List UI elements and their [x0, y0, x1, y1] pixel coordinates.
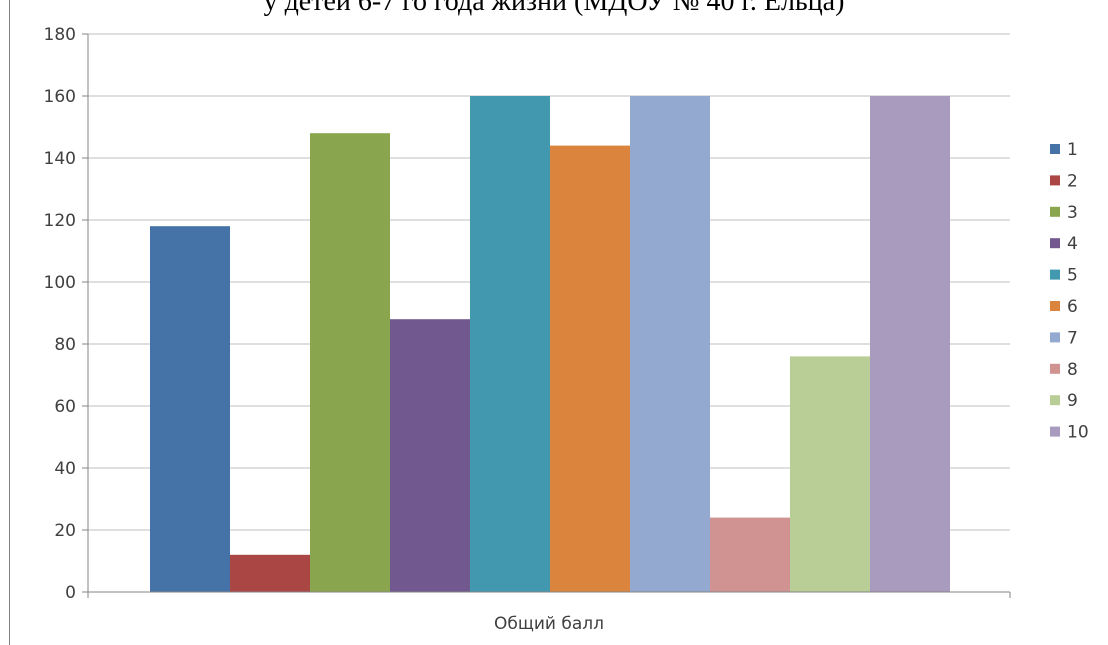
legend-swatch-2 [1050, 175, 1060, 186]
legend-swatch-5 [1050, 269, 1060, 280]
y-tick-label: 100 [44, 273, 76, 293]
y-tick-label: 40 [54, 459, 76, 479]
y-tick-label: 180 [44, 25, 76, 45]
bar-series-7 [630, 96, 710, 592]
legend-label-9: 9 [1067, 391, 1078, 411]
legend-swatch-3 [1050, 206, 1060, 217]
bar-series-1 [150, 226, 230, 592]
bar-series-3 [310, 133, 390, 592]
legend-label-10: 10 [1067, 423, 1089, 443]
legend-swatch-1 [1050, 144, 1060, 154]
x-category-label: Общий балл [494, 614, 604, 634]
legend-label-4: 4 [1067, 234, 1078, 254]
axes: 0 20 40 60 80 100 120 140 160 180 Общий балл [44, 25, 1011, 634]
bar-series-2 [230, 554, 310, 592]
left-border-line [9, 0, 10, 645]
legend: 1 2 3 4 5 6 7 8 9 10 [1050, 140, 1089, 443]
legend-label-1: 1 [1067, 140, 1078, 160]
y-tick-label: 20 [54, 521, 76, 541]
legend-label-7: 7 [1067, 328, 1078, 348]
legend-label-3: 3 [1067, 203, 1078, 223]
legend-label-6: 6 [1067, 297, 1078, 317]
bar-series-6 [550, 145, 630, 592]
bar-series-10 [870, 96, 950, 592]
y-tick-label: 60 [54, 397, 76, 417]
bar-series-4 [390, 319, 470, 592]
y-tick-label: 160 [44, 87, 76, 107]
chart-title: у детей 6-7 го года жизни (МДОУ № 40 г. … [263, 0, 845, 17]
legend-swatch-4 [1050, 238, 1060, 249]
legend-label-2: 2 [1067, 171, 1078, 191]
legend-swatch-10 [1050, 426, 1060, 437]
legend-swatch-8 [1050, 363, 1060, 374]
bar-series-5 [470, 96, 550, 592]
legend-label-5: 5 [1067, 266, 1078, 286]
y-tick-label: 140 [44, 149, 76, 169]
y-tick-label: 120 [44, 211, 76, 231]
y-tick-label: 0 [65, 583, 76, 603]
legend-label-8: 8 [1067, 360, 1078, 380]
bar-series-8 [710, 517, 790, 592]
bar-series-9 [790, 356, 870, 592]
legend-swatch-9 [1050, 395, 1060, 406]
legend-swatch-6 [1050, 301, 1060, 311]
bars [150, 96, 950, 592]
legend-swatch-7 [1050, 332, 1060, 343]
y-tick-label: 80 [54, 335, 76, 355]
